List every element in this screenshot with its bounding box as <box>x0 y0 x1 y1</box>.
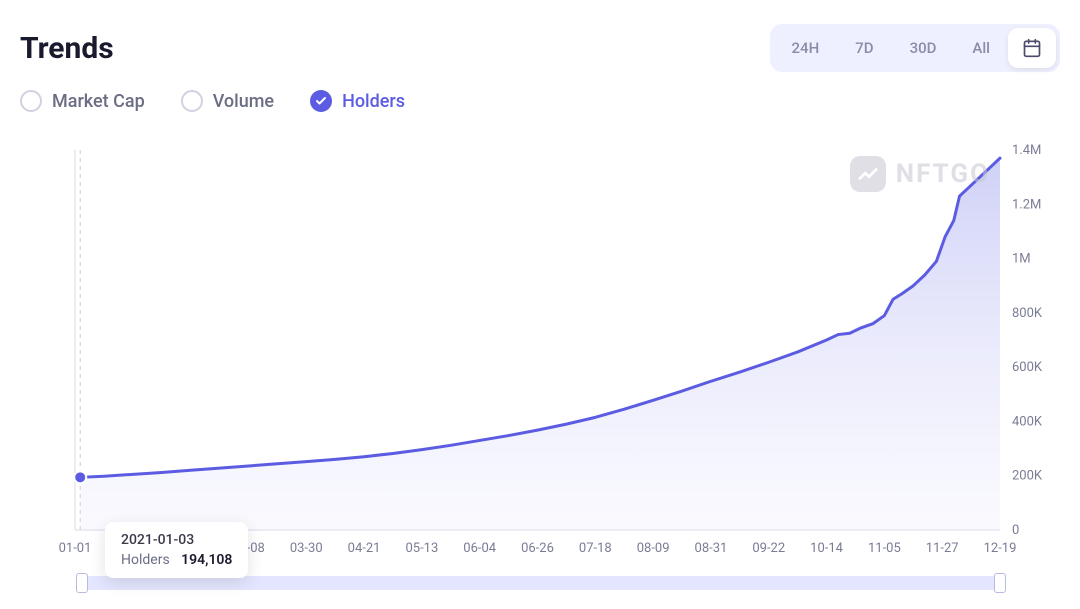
svg-text:10-14: 10-14 <box>810 541 844 556</box>
tooltip-value: 194,108 <box>181 552 232 568</box>
metric-tabs: Market Cap Volume Holders <box>20 90 1060 112</box>
svg-text:03-30: 03-30 <box>290 541 323 556</box>
svg-text:06-26: 06-26 <box>521 541 554 556</box>
svg-text:08-31: 08-31 <box>695 541 728 556</box>
radio-unchecked-icon <box>181 90 203 112</box>
tooltip-series: Holders 194,108 <box>121 552 232 568</box>
holders-chart: 0200K400K600K800K1M1.2M1.4M01-0101-2302-… <box>20 142 1060 582</box>
range-24h[interactable]: 24H <box>774 29 838 67</box>
brush-handle-right[interactable] <box>994 573 1006 593</box>
time-range-group: 24H 7D 30D All <box>770 24 1060 72</box>
svg-text:600K: 600K <box>1012 360 1043 375</box>
radio-unchecked-icon <box>20 90 42 112</box>
header-row: Trends 24H 7D 30D All <box>20 24 1060 72</box>
svg-text:11-27: 11-27 <box>926 541 959 556</box>
chart-area[interactable]: NFTGO 0200K400K600K800K1M1.2M1.4M01-0101… <box>20 142 1060 582</box>
svg-text:800K: 800K <box>1012 306 1043 321</box>
svg-text:200K: 200K <box>1012 469 1043 484</box>
tab-label: Holders <box>342 91 405 112</box>
svg-text:01-01: 01-01 <box>59 541 92 556</box>
range-30d[interactable]: 30D <box>892 29 955 67</box>
svg-text:07-18: 07-18 <box>579 541 612 556</box>
watermark: NFTGO <box>850 156 990 192</box>
tab-market-cap[interactable]: Market Cap <box>20 90 145 112</box>
svg-text:400K: 400K <box>1012 414 1043 429</box>
trends-panel: Trends 24H 7D 30D All Market Cap Volume … <box>0 0 1080 609</box>
watermark-text: NFTGO <box>896 159 990 189</box>
page-title: Trends <box>20 31 114 66</box>
svg-text:0: 0 <box>1012 523 1019 538</box>
svg-text:04-21: 04-21 <box>348 541 381 556</box>
svg-text:12-19: 12-19 <box>984 541 1017 556</box>
range-7d[interactable]: 7D <box>837 29 891 67</box>
watermark-logo-icon <box>850 156 886 192</box>
svg-text:11-05: 11-05 <box>868 541 901 556</box>
tab-label: Volume <box>213 91 274 112</box>
tab-label: Market Cap <box>52 91 145 112</box>
tab-volume[interactable]: Volume <box>181 90 274 112</box>
range-all[interactable]: All <box>954 29 1008 67</box>
tab-holders[interactable]: Holders <box>310 90 405 112</box>
radio-checked-icon <box>310 90 332 112</box>
svg-text:08-09: 08-09 <box>637 541 670 556</box>
range-calendar-button[interactable] <box>1008 28 1056 68</box>
svg-text:1.2M: 1.2M <box>1012 197 1041 212</box>
tooltip-series-label: Holders <box>121 552 170 568</box>
svg-text:09-22: 09-22 <box>752 541 785 556</box>
tooltip-date: 2021-01-03 <box>121 532 232 548</box>
chart-tooltip: 2021-01-03 Holders 194,108 <box>105 522 248 578</box>
calendar-icon <box>1022 38 1042 58</box>
svg-text:06-04: 06-04 <box>463 541 497 556</box>
svg-text:05-13: 05-13 <box>405 541 438 556</box>
time-brush[interactable] <box>80 576 1002 590</box>
svg-text:1.4M: 1.4M <box>1012 143 1041 158</box>
svg-text:1M: 1M <box>1012 252 1031 267</box>
brush-handle-left[interactable] <box>76 573 88 593</box>
